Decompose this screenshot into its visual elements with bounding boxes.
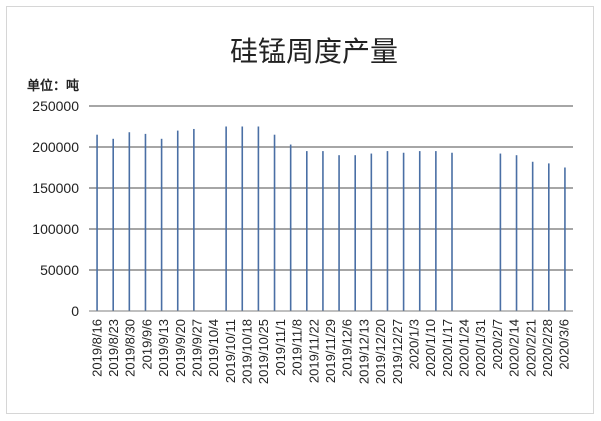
- bar: [273, 134, 276, 311]
- y-tick-label: 150000: [32, 180, 79, 196]
- x-tick-label: 2019/10/11: [223, 319, 238, 383]
- bars: [96, 126, 566, 311]
- gridlines: [89, 105, 573, 271]
- bar: [289, 144, 292, 311]
- bar: [160, 138, 163, 311]
- x-tick-label: 2020/2/28: [540, 319, 555, 377]
- x-tick-label: 2019/12/27: [390, 319, 405, 384]
- bar: [499, 153, 502, 311]
- x-tick-label: 2019/11/22: [306, 319, 321, 383]
- bar: [257, 126, 260, 311]
- x-tick-label: 2019/10/4: [206, 319, 221, 377]
- bar: [386, 151, 389, 311]
- bar: [354, 155, 356, 311]
- y-tick-label: 200000: [32, 139, 79, 155]
- y-tick-labels: 0 50000 100000 150000 200000 250000: [32, 98, 79, 319]
- bar: [370, 153, 373, 311]
- x-tick-label: 2019/11/1: [273, 319, 288, 376]
- bar: [515, 155, 518, 311]
- bar: [241, 126, 244, 311]
- bar: [418, 151, 421, 311]
- x-tick-label: 2019/9/6: [139, 319, 154, 370]
- bar: [402, 152, 405, 311]
- x-tick-label: 2019/9/13: [156, 319, 171, 377]
- x-tick-label: 2020/1/31: [473, 319, 488, 377]
- x-tick-label: 2020/1/24: [457, 319, 472, 377]
- y-tick-label: 250000: [32, 98, 79, 114]
- bar: [548, 163, 550, 311]
- bar: [531, 161, 534, 311]
- x-tick-label: 2019/9/20: [173, 319, 188, 377]
- bar: [225, 126, 227, 311]
- chart-frame: 硅锰周度产量 单位：吨 0 50000 100000 150000 200000 2500…: [6, 6, 594, 414]
- bar: [435, 151, 437, 311]
- x-tick-label: 2020/2/7: [490, 319, 505, 370]
- x-tick-labels: 2019/8/16 2019/8/23 2019/8/30 2019/9/6 2019/…: [89, 319, 571, 384]
- x-tick-label: 2019/9/27: [189, 319, 204, 377]
- bar: [193, 128, 195, 311]
- y-tick-label: 50000: [40, 262, 79, 278]
- x-tick-label: 2019/12/13: [356, 319, 371, 384]
- chart-title: 硅锰周度产量: [230, 35, 398, 68]
- bar: [306, 151, 308, 311]
- x-tick-label: 2019/10/18: [240, 319, 255, 384]
- x-tick-label: 2019/12/6: [340, 319, 355, 377]
- bar: [338, 155, 340, 311]
- bar: [128, 132, 131, 311]
- x-tick-label: 2019/8/23: [106, 319, 121, 377]
- bar: [96, 134, 98, 311]
- unit-label: 单位：吨: [27, 78, 79, 94]
- bar: [144, 133, 147, 311]
- y-tick-label: 100000: [32, 221, 79, 237]
- y-tick-label: 0: [71, 303, 79, 319]
- bar: [564, 167, 566, 311]
- bar: [451, 152, 453, 311]
- bar: [112, 138, 114, 311]
- x-tick-label: 2019/12/20: [373, 319, 388, 384]
- x-tick-label: 2020/1/3: [406, 319, 421, 370]
- x-tick-label: 2019/8/16: [89, 319, 104, 377]
- x-tick-label: 2019/11/29: [323, 319, 338, 383]
- x-tick-label: 2019/11/8: [290, 319, 305, 376]
- x-tick-label: 2020/2/14: [507, 319, 522, 377]
- x-tick-label: 2020/3/6: [557, 319, 572, 370]
- x-tick-label: 2020/2/21: [523, 319, 538, 377]
- x-tick-label: 2019/10/25: [256, 319, 271, 384]
- bar: [322, 151, 324, 311]
- x-tick-label: 2020/1/10: [423, 319, 438, 377]
- x-tick-label: 2019/8/30: [123, 319, 138, 377]
- x-tick-label: 2020/1/17: [440, 319, 455, 377]
- bar: [176, 130, 179, 311]
- chart-svg: 硅锰周度产量 单位：吨 0 50000 100000 150000 200000 2500…: [27, 35, 573, 384]
